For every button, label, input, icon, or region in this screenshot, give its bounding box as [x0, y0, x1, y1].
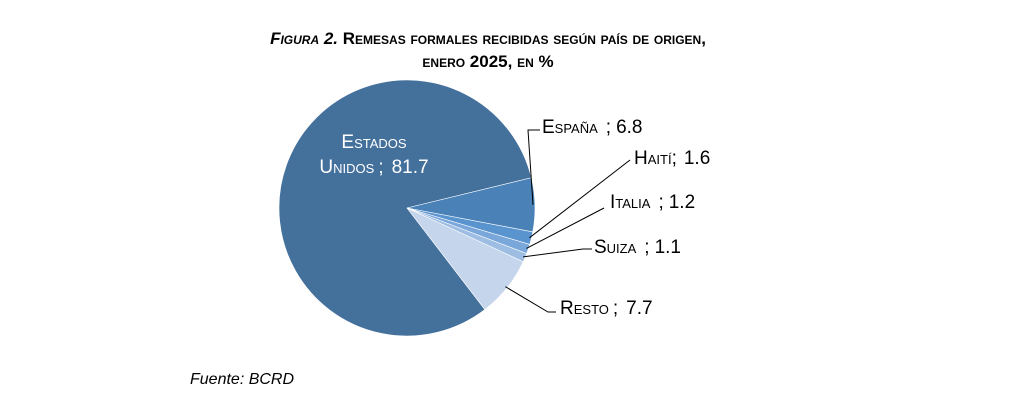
label-value: 81.7: [392, 157, 429, 178]
label-value: 1.2: [669, 192, 695, 213]
label-separator: ;: [613, 298, 618, 319]
figure-number: Figura 2.: [270, 29, 339, 48]
data-label-estados: Estados: [341, 132, 406, 153]
chart-title-line-2: enero 2025, en %: [422, 52, 554, 71]
label-value: 1.6: [684, 148, 710, 169]
label-name: Unidos: [319, 157, 374, 178]
chart-title: Figura 2. Remesas formales recibidas seg…: [0, 29, 976, 49]
data-label-espana: España; 6.8: [542, 117, 642, 138]
leader-line-haiti: [529, 159, 631, 239]
label-separator: ;: [672, 148, 677, 169]
data-label-unidos: Unidos; 81.7: [319, 157, 428, 178]
label-name: Haití: [634, 148, 672, 169]
source-note: Fuente: BCRD: [190, 371, 295, 388]
label-name: España: [542, 117, 598, 138]
label-value: 7.7: [626, 298, 652, 319]
chart-title-text: Remesas formales recibidas según país de…: [342, 29, 706, 48]
label-separator: ;: [658, 192, 663, 213]
label-separator: ;: [606, 117, 611, 138]
label-separator: ;: [378, 157, 383, 178]
label-name: Estados: [341, 132, 406, 153]
leader-line-resto: [505, 286, 556, 313]
data-label-suiza: Suiza; 1.1: [594, 237, 681, 258]
label-name: Resto: [560, 298, 609, 319]
label-value: 1.1: [655, 237, 681, 258]
data-label-haiti: Haití; 1.6: [634, 148, 710, 169]
label-name: Italia: [610, 192, 651, 213]
data-label-italia: Italia; 1.2: [610, 192, 695, 213]
label-name: Suiza: [594, 237, 637, 258]
leader-line-suiza: [523, 248, 592, 258]
label-separator: ;: [644, 237, 649, 258]
leader-line-espana: [527, 129, 540, 205]
label-value: 6.8: [616, 117, 642, 138]
leader-line-italia: [526, 207, 605, 249]
pie-slice-estados-unidos: [278, 79, 532, 337]
data-label-resto: Resto; 7.7: [560, 298, 653, 319]
